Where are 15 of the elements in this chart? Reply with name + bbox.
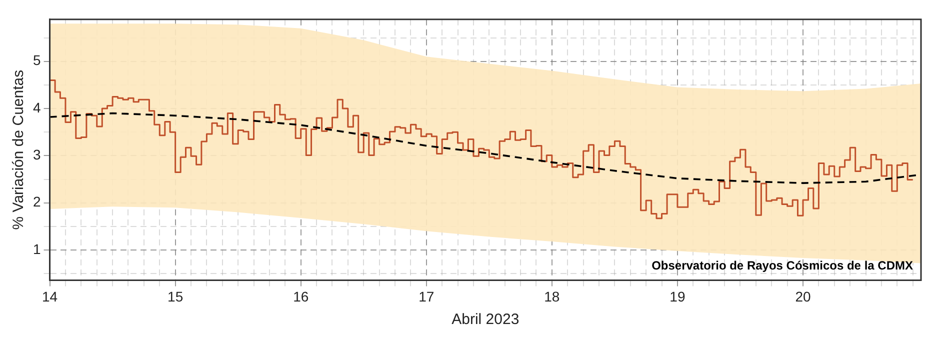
x-tick-label: 18 — [544, 288, 560, 304]
x-tick-label: 16 — [293, 288, 309, 304]
y-tick-label: 2 — [32, 194, 41, 210]
y-tick-label: 1 — [32, 240, 41, 257]
y-tick-label: 3 — [32, 146, 41, 163]
x-tick-label: 20 — [795, 288, 811, 304]
x-tick-label: 14 — [42, 288, 58, 304]
y-tick-label: 5 — [32, 52, 41, 68]
y-tick-label: 4 — [32, 99, 41, 116]
annotation: Observatorio de Rayos Cósmicos de la CDMX — [652, 258, 913, 273]
x-tick-label: 15 — [168, 288, 184, 304]
x-tick-label: 17 — [418, 288, 434, 304]
y-axis-title: % Variación de Cuentas — [10, 70, 28, 230]
x-tick-label: 19 — [670, 288, 686, 304]
x-axis-title: Abril 2023 — [452, 311, 520, 328]
